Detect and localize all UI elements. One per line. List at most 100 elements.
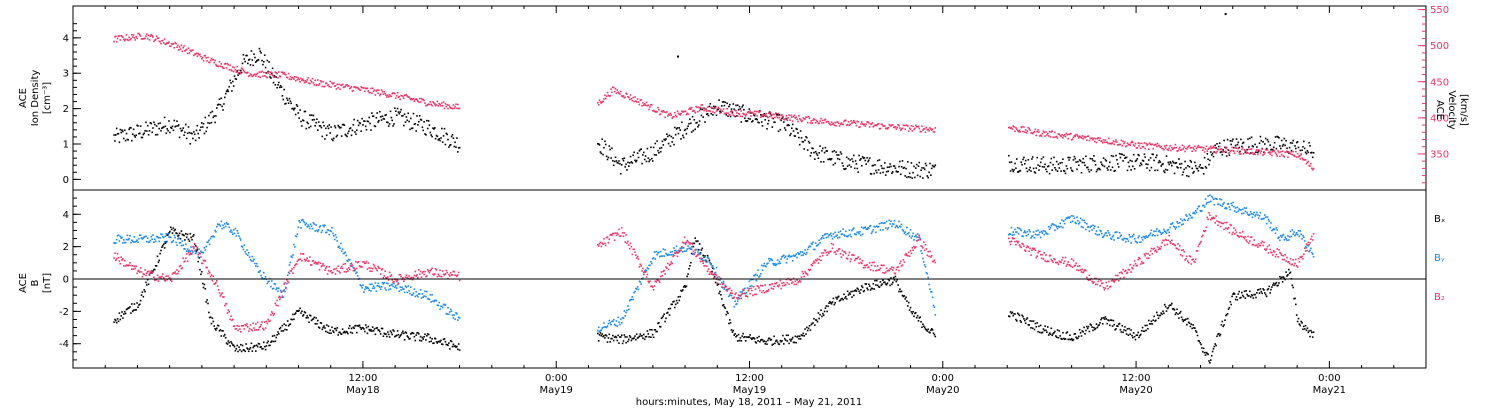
- b-field-point: [829, 233, 831, 236]
- b-field-point: [1120, 234, 1123, 236]
- velocity-point: [919, 130, 921, 133]
- b-field-point: [791, 255, 793, 258]
- b-field-point: [214, 229, 216, 232]
- density-point: [176, 120, 178, 122]
- velocity-point: [755, 110, 758, 113]
- velocity-point: [210, 57, 213, 60]
- b-field-point: [893, 279, 896, 281]
- velocity-point: [1157, 145, 1160, 147]
- b-field-point: [628, 247, 631, 250]
- velocity-point: [454, 105, 456, 108]
- b-field-point: [919, 237, 921, 240]
- velocity-point: [771, 117, 774, 119]
- density-point: [1229, 140, 1232, 142]
- density-point: [925, 164, 928, 167]
- b-field-point: [628, 338, 630, 341]
- b-field-point: [1310, 247, 1312, 250]
- density-point: [833, 150, 836, 152]
- b-field-point: [709, 262, 712, 265]
- b-field-point: [812, 241, 814, 244]
- b-field-point: [283, 289, 285, 291]
- density-point: [412, 112, 415, 115]
- b-field-point: [291, 268, 293, 270]
- density-point: [1111, 166, 1114, 169]
- b-field-point: [131, 268, 133, 270]
- b-field-point: [684, 242, 687, 245]
- density-point: [1181, 173, 1184, 176]
- density-point: [907, 176, 910, 178]
- b-field-point: [1162, 231, 1164, 234]
- b-field-point: [162, 235, 164, 238]
- b-field-point: [329, 270, 331, 273]
- velocity-point: [231, 70, 233, 72]
- b-field-point: [431, 338, 433, 340]
- velocity-point: [271, 74, 274, 77]
- density-point: [325, 134, 328, 137]
- b-field-point: [328, 233, 331, 236]
- velocity-point: [1252, 153, 1255, 155]
- b-field-point: [1089, 323, 1092, 325]
- b-field-point: [1109, 324, 1111, 327]
- velocity-point: [704, 107, 706, 110]
- b-field-point: [748, 280, 751, 283]
- density-point: [130, 127, 132, 129]
- density-point: [1248, 146, 1250, 148]
- density-point: [1265, 147, 1268, 150]
- b-field-point: [390, 331, 393, 334]
- b-field-point: [1091, 229, 1093, 231]
- b-field-point: [729, 322, 732, 324]
- b-field-point: [750, 279, 752, 281]
- density-point: [441, 127, 443, 130]
- b-field-point: [1210, 195, 1213, 198]
- density-point: [1077, 160, 1079, 163]
- b-field-point: [149, 239, 152, 242]
- b-field-point: [271, 311, 273, 313]
- b-field-point: [340, 333, 343, 335]
- velocity-point: [730, 110, 733, 112]
- b-field-point: [1119, 328, 1122, 331]
- density-point: [910, 162, 913, 164]
- b-field-point: [291, 256, 293, 259]
- b-field-point: [925, 329, 928, 331]
- density-point: [804, 139, 806, 142]
- b-field-point: [443, 338, 446, 340]
- b-field-point: [173, 272, 176, 274]
- b-field-point: [870, 287, 873, 290]
- velocity-point: [624, 96, 626, 99]
- b-field-point: [1265, 295, 1268, 298]
- velocity-point: [628, 98, 631, 101]
- b-field-point: [180, 268, 183, 270]
- density-point: [841, 162, 844, 164]
- density-point: [1014, 162, 1016, 165]
- b-field-point: [324, 327, 326, 329]
- b-field-point: [1026, 230, 1029, 233]
- velocity-point: [200, 55, 202, 58]
- velocity-point: [132, 34, 135, 36]
- density-point: [869, 172, 872, 175]
- density-point: [346, 135, 348, 138]
- b-field-point: [264, 327, 267, 329]
- velocity-point: [1073, 134, 1076, 137]
- velocity-point: [1239, 153, 1241, 155]
- velocity-point: [153, 40, 155, 43]
- b-field-point: [1263, 217, 1265, 220]
- b-field-point: [224, 333, 226, 336]
- density-point: [1101, 164, 1104, 167]
- b-field-point: [752, 337, 755, 339]
- b-field-point: [613, 336, 616, 338]
- density-point: [1013, 169, 1015, 171]
- b-field-point: [1272, 229, 1274, 231]
- density-point: [1121, 153, 1123, 156]
- velocity-point: [648, 108, 650, 111]
- b-field-point: [435, 299, 438, 302]
- b-field-point: [137, 306, 139, 309]
- b-field-point: [1168, 305, 1170, 307]
- b-field-point: [382, 276, 385, 279]
- b-field-point: [1088, 330, 1091, 333]
- b-field-point: [692, 250, 695, 253]
- b-field-point: [1192, 212, 1194, 214]
- density-point: [353, 118, 355, 121]
- b-field-point: [649, 329, 651, 331]
- density-point: [1069, 156, 1071, 159]
- velocity-point: [427, 103, 430, 105]
